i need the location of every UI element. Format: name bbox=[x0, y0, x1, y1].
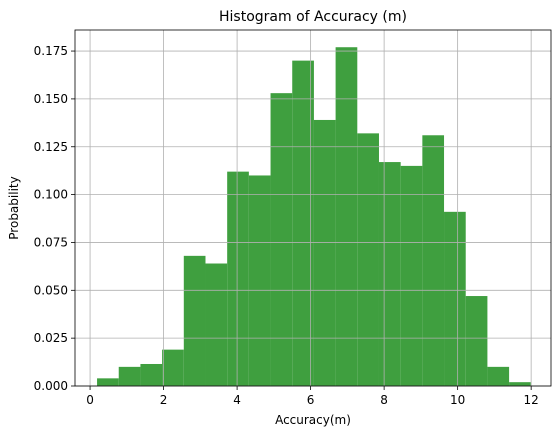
bar bbox=[313, 119, 336, 387]
y-tick-label: 0.000 bbox=[34, 379, 68, 393]
bar bbox=[465, 296, 488, 386]
x-tick-label: 4 bbox=[233, 393, 241, 407]
plot-frame bbox=[74, 29, 552, 387]
bar bbox=[422, 135, 445, 386]
x-tick-label: 0 bbox=[86, 393, 94, 407]
x-tick-label: 2 bbox=[160, 393, 168, 407]
bar bbox=[183, 255, 206, 386]
bar bbox=[335, 47, 358, 387]
bar bbox=[118, 366, 141, 386]
bar bbox=[248, 175, 271, 386]
x-tick-label: 10 bbox=[450, 393, 465, 407]
bar bbox=[509, 382, 531, 386]
x-tick-label: 6 bbox=[307, 393, 315, 407]
bar bbox=[227, 171, 249, 386]
y-tick-label: 0.050 bbox=[34, 283, 68, 297]
bar bbox=[270, 93, 293, 387]
y-axis-label: Probability bbox=[7, 176, 21, 239]
y-tick-label: 0.150 bbox=[34, 92, 68, 106]
y-tick-label: 0.025 bbox=[34, 331, 68, 345]
bar bbox=[140, 363, 163, 386]
x-tick-label: 12 bbox=[524, 393, 539, 407]
bar bbox=[400, 165, 423, 386]
x-axis-label: Accuracy(m) bbox=[275, 413, 351, 427]
y-tick-label: 0.175 bbox=[34, 44, 68, 58]
bar bbox=[162, 349, 184, 386]
bar bbox=[487, 366, 510, 386]
bar bbox=[205, 263, 228, 386]
bar bbox=[444, 211, 466, 386]
bar bbox=[357, 133, 379, 386]
chart-title: Histogram of Accuracy (m) bbox=[219, 9, 407, 25]
y-tick-label: 0.075 bbox=[34, 235, 68, 249]
y-tick-label: 0.100 bbox=[34, 188, 68, 202]
x-tick-label: 8 bbox=[380, 393, 388, 407]
bar bbox=[378, 162, 401, 386]
y-tick-label: 0.125 bbox=[34, 140, 68, 154]
bar bbox=[97, 378, 119, 386]
bar bbox=[292, 60, 314, 386]
